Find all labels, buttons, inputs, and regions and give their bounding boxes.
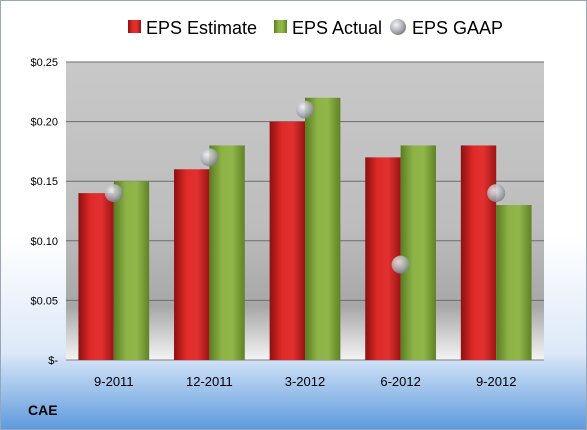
ticker-label: CAE [28, 402, 58, 418]
legend-swatch-eps-actual [274, 20, 287, 33]
eps-estimate-bar-3-2012 [269, 121, 305, 360]
eps-gaap-point-6-2012 [391, 255, 410, 274]
y-tick-label: $0.15 [30, 176, 58, 188]
x-axis-tick-labels: 9-2011 12-2011 3-2012 6-2012 9-2012 [94, 374, 516, 389]
eps-estimate-bar-12-2011 [174, 169, 210, 360]
legend-label-eps-estimate: EPS Estimate [146, 18, 257, 38]
legend-marker-eps-gaap [390, 19, 406, 35]
eps-actual-bar-9-2011 [113, 181, 150, 360]
eps-actual-bar-3-2012 [305, 97, 341, 360]
y-axis-tick-labels: $0.25 $0.20 $0.15 $0.10 $0.05 $- [30, 57, 58, 367]
legend-label-eps-gaap: EPS GAAP [412, 18, 503, 38]
eps-gaap-point-12-2011 [200, 148, 219, 167]
x-tick-label: 12-2011 [186, 374, 233, 389]
gaap-points [104, 100, 506, 274]
x-tick-label: 9-2012 [476, 374, 516, 389]
y-tick-label: $0.20 [30, 117, 58, 129]
legend: EPS Estimate EPS Actual EPS GAAP [128, 18, 503, 38]
y-tick-label: $0.25 [30, 57, 58, 69]
x-tick-label: 3-2012 [285, 374, 325, 389]
y-tick-label: $0.10 [30, 236, 58, 248]
eps-actual-bar-6-2012 [400, 145, 436, 360]
eps-actual-bar-9-2012 [496, 205, 532, 360]
eps-estimate-bar-9-2012 [460, 145, 497, 360]
eps-gaap-point-9-2011 [104, 184, 123, 203]
legend-swatch-eps-estimate [128, 20, 141, 33]
eps-gaap-point-3-2012 [296, 100, 314, 119]
eps-gaap-point-9-2012 [487, 184, 506, 203]
x-tick-label: 6-2012 [380, 374, 420, 389]
eps-actual-bar-12-2011 [209, 145, 245, 360]
y-tick-label: $- [48, 355, 58, 367]
legend-label-eps-actual: EPS Actual [292, 18, 382, 38]
bars [78, 97, 532, 360]
eps-estimate-bar-9-2011 [78, 193, 114, 360]
x-tick-label: 9-2011 [94, 374, 134, 389]
y-tick-label: $0.05 [30, 295, 58, 307]
